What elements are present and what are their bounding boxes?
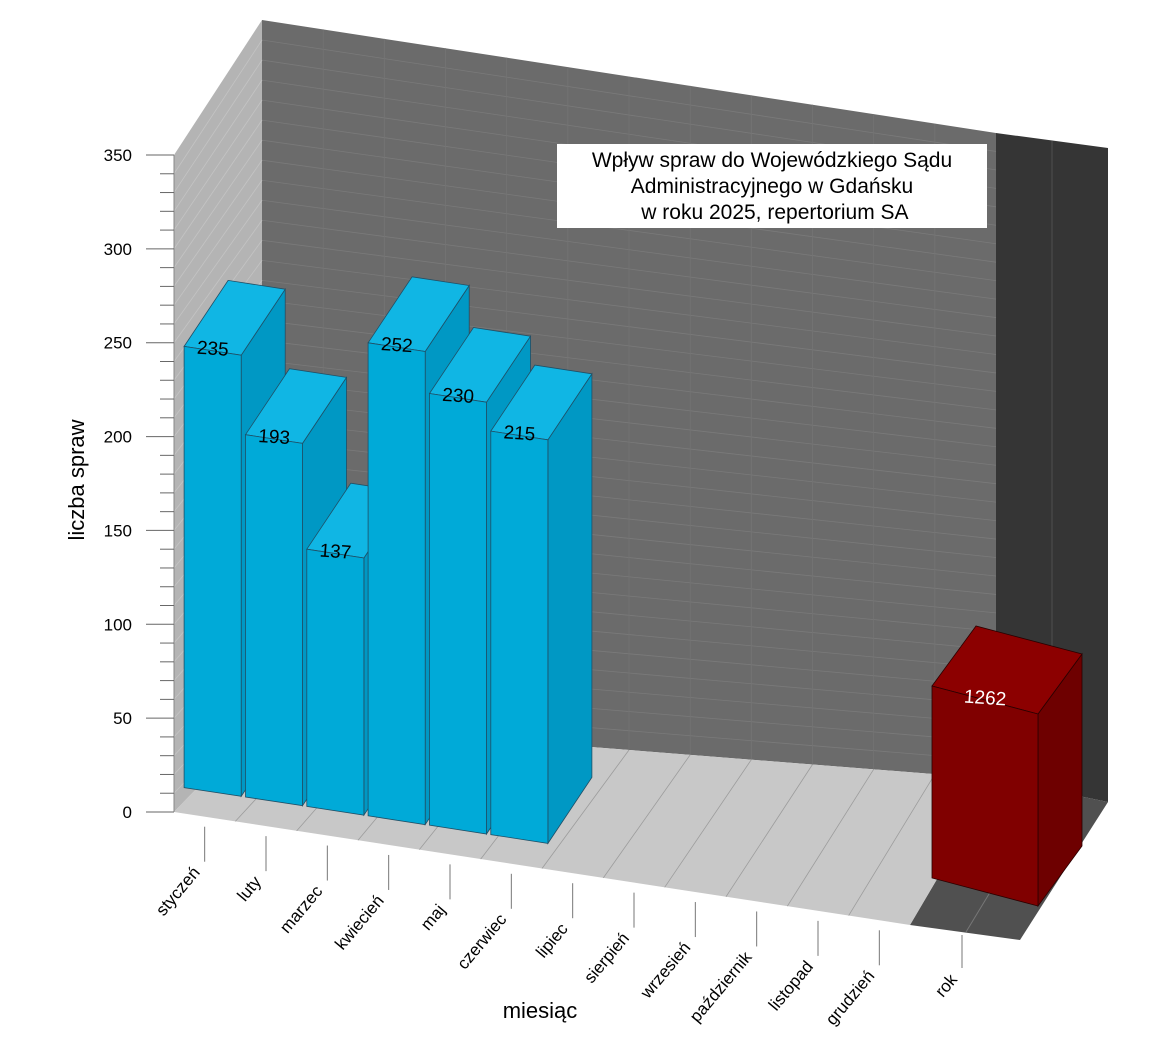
y-tick-label: 250 — [104, 334, 132, 353]
title-line-3: w roku 2025, repertorium SA — [635, 201, 908, 224]
bar-side — [547, 372, 593, 845]
y-tick-label: 350 — [104, 146, 132, 165]
floor-gridline — [725, 764, 813, 897]
chart-title: Wpływ spraw do Wojewódzkiego Sądu Admini… — [557, 144, 987, 228]
total-bar-value-label: 1262 — [963, 687, 1007, 711]
floor-gridline — [603, 754, 691, 879]
floor-gridline — [786, 769, 875, 907]
side-wall-gridline — [173, 179, 263, 306]
x-tick-label: listopad — [765, 957, 817, 1014]
x-tick-label: marzec — [276, 882, 327, 937]
bar — [245, 434, 303, 807]
bar-value-label: 252 — [380, 334, 413, 357]
side-wall-gridline — [173, 159, 263, 287]
side-wall-gridline — [173, 119, 263, 250]
side-wall-gridline — [173, 59, 263, 193]
side-wall-gridline — [173, 220, 263, 343]
title-line-2: Administracyjnego w Gdańsku — [631, 175, 913, 198]
side-wall-gridline — [173, 39, 263, 174]
x-tick-label: maj — [417, 901, 449, 934]
side-wall-gridline — [173, 200, 263, 325]
title-box — [557, 144, 987, 228]
bar — [490, 430, 549, 844]
bars: 235 193 137 252 230 215 1262 — [183, 276, 1083, 908]
side-wall-gridline — [173, 79, 263, 212]
floor-gridline — [664, 759, 752, 888]
y-tick-label: 0 — [123, 803, 132, 822]
bar-value-label: 230 — [442, 385, 475, 408]
y-tick-label: 150 — [104, 521, 132, 540]
y-tick-label: 300 — [104, 240, 132, 259]
x-tick-label: grudzień — [822, 967, 878, 1029]
y-axis-label: liczba spraw — [64, 419, 89, 540]
bar — [429, 393, 487, 835]
y-axis: 0 50 100 150 200 250 300 350 — [104, 146, 175, 822]
y-tick-label: 50 — [113, 709, 132, 728]
floor-gridline — [541, 749, 630, 869]
floor-gridline — [848, 773, 936, 916]
bar — [367, 342, 426, 826]
axis-labels: liczba spraw miesiąc — [64, 419, 577, 1023]
x-axis-label: miesiąc — [503, 998, 578, 1023]
total-bar — [931, 685, 1039, 907]
bar-value-label: 235 — [196, 338, 229, 361]
bar-value-label: 215 — [503, 422, 536, 445]
bar — [306, 548, 365, 816]
bar-value-label: 137 — [319, 541, 352, 564]
x-tick-label: lipiec — [532, 919, 572, 961]
x-tick-label: styczeń — [152, 863, 204, 919]
bar-value-label: 193 — [258, 426, 291, 449]
side-wall-gridline — [173, 99, 263, 231]
x-tick-label: czerwiec — [453, 910, 510, 973]
x-tick-label: luty — [233, 872, 265, 905]
bar — [183, 345, 242, 797]
x-tick-label: październik — [686, 947, 756, 1025]
y-tick-label: 200 — [104, 428, 132, 447]
x-tick-label-total: rok — [931, 970, 961, 1001]
x-tick-label: wrzesień — [636, 938, 694, 1002]
y-tick-label: 100 — [104, 615, 132, 634]
side-wall-gridline — [173, 139, 263, 268]
x-tick-label: kwiecień — [331, 891, 387, 953]
title-line-1: Wpływ spraw do Wojewódzkiego Sądu — [592, 149, 952, 172]
x-tick-label: sierpień — [580, 929, 633, 987]
